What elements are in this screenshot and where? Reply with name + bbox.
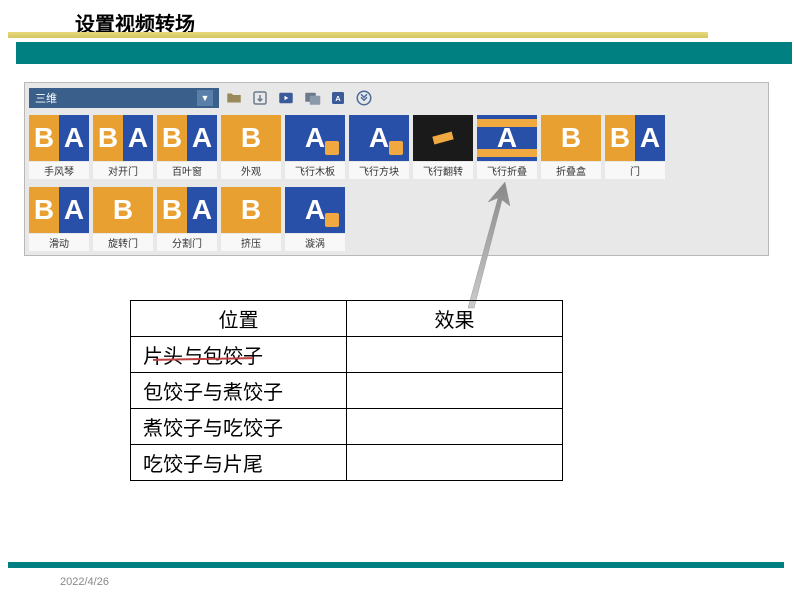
cell (347, 337, 563, 373)
cell (347, 445, 563, 481)
transition-label: 挤压 (221, 234, 281, 251)
col-effect: 效果 (347, 301, 563, 337)
transition-item[interactable]: BA手风琴 (29, 115, 89, 179)
transition-label: 漩涡 (285, 234, 345, 251)
transition-label: 飞行木板 (285, 162, 345, 179)
transition-label: 旋转门 (93, 234, 153, 251)
transition-item[interactable]: A飞行方块 (349, 115, 409, 179)
transition-thumb: BA (605, 115, 665, 161)
transition-item[interactable]: A飞行折叠 (477, 115, 537, 179)
transition-thumb: BA (93, 115, 153, 161)
cell: 片头与包饺子 (131, 337, 347, 373)
expand-icon[interactable] (353, 87, 375, 109)
cell: 煮饺子与吃饺子 (131, 409, 347, 445)
table-header-row: 位置 效果 (131, 301, 563, 337)
transition-label: 折叠盒 (541, 162, 601, 179)
cell (347, 373, 563, 409)
date-stamp: 2022/4/26 (60, 576, 109, 588)
transition-item[interactable]: B挤压 (221, 187, 281, 251)
transition-label: 分割门 (157, 234, 217, 251)
transition-thumb: BA (157, 187, 217, 233)
transitions-grid: BA手风琴BA对开门BA百叶窗B外观A飞行木板A飞行方块飞行翻转A飞行折叠B折叠… (29, 115, 764, 251)
transition-item[interactable]: A飞行木板 (285, 115, 345, 179)
preview-icon[interactable] (275, 87, 297, 109)
transition-item[interactable]: B折叠盒 (541, 115, 601, 179)
toolbar: 三维 ▼ A (29, 87, 764, 109)
transition-thumb: B (221, 187, 281, 233)
table-row: 片头与包饺子 (131, 337, 563, 373)
transition-thumb: BA (29, 115, 89, 161)
transition-label: 百叶窗 (157, 162, 217, 179)
transition-item[interactable]: BA门 (605, 115, 665, 179)
transition-label: 手风琴 (29, 162, 89, 179)
transition-thumb: B (93, 187, 153, 233)
transition-item[interactable]: BA分割门 (157, 187, 217, 251)
transition-item[interactable]: BA滑动 (29, 187, 89, 251)
transition-thumb (413, 115, 473, 161)
cell: 吃饺子与片尾 (131, 445, 347, 481)
table-row: 包饺子与煮饺子 (131, 373, 563, 409)
settings-icon[interactable]: A (327, 87, 349, 109)
folder-icon[interactable] (223, 87, 245, 109)
transition-label: 滑动 (29, 234, 89, 251)
transition-thumb: A (285, 115, 345, 161)
transition-label: 飞行方块 (349, 162, 409, 179)
transition-thumb: BA (157, 115, 217, 161)
transition-item[interactable]: BA对开门 (93, 115, 153, 179)
transition-item[interactable]: 飞行翻转 (413, 115, 473, 179)
transition-item[interactable]: BA百叶窗 (157, 115, 217, 179)
transition-thumb: A (349, 115, 409, 161)
transitions-panel: 三维 ▼ A BA手风琴BA对开门BA百叶窗B外观A飞行木板A飞行方块飞行翻转A… (24, 82, 769, 256)
svg-text:A: A (335, 94, 341, 103)
transition-item[interactable]: B外观 (221, 115, 281, 179)
col-position: 位置 (131, 301, 347, 337)
transition-label: 对开门 (93, 162, 153, 179)
transition-item[interactable]: B旋转门 (93, 187, 153, 251)
dropdown-label: 三维 (35, 90, 57, 106)
apply-icon[interactable] (301, 87, 323, 109)
gold-bar (8, 32, 708, 38)
transition-label: 外观 (221, 162, 281, 179)
transition-thumb: B (221, 115, 281, 161)
cell (347, 409, 563, 445)
transition-item[interactable]: A漩涡 (285, 187, 345, 251)
transition-label: 飞行折叠 (477, 162, 537, 179)
footer-bar (8, 562, 784, 568)
category-dropdown[interactable]: 三维 ▼ (29, 88, 219, 108)
effects-table: 位置 效果 片头与包饺子 包饺子与煮饺子 煮饺子与吃饺子 吃饺子与片尾 (130, 300, 563, 481)
teal-bar (16, 42, 792, 64)
transition-thumb: BA (29, 187, 89, 233)
cell: 包饺子与煮饺子 (131, 373, 347, 409)
table-row: 吃饺子与片尾 (131, 445, 563, 481)
table-row: 煮饺子与吃饺子 (131, 409, 563, 445)
transition-thumb: B (541, 115, 601, 161)
import-icon[interactable] (249, 87, 271, 109)
transition-label: 飞行翻转 (413, 162, 473, 179)
transition-label: 门 (605, 162, 665, 179)
transition-thumb: A (285, 187, 345, 233)
chevron-down-icon: ▼ (197, 90, 213, 106)
transition-thumb: A (477, 115, 537, 161)
